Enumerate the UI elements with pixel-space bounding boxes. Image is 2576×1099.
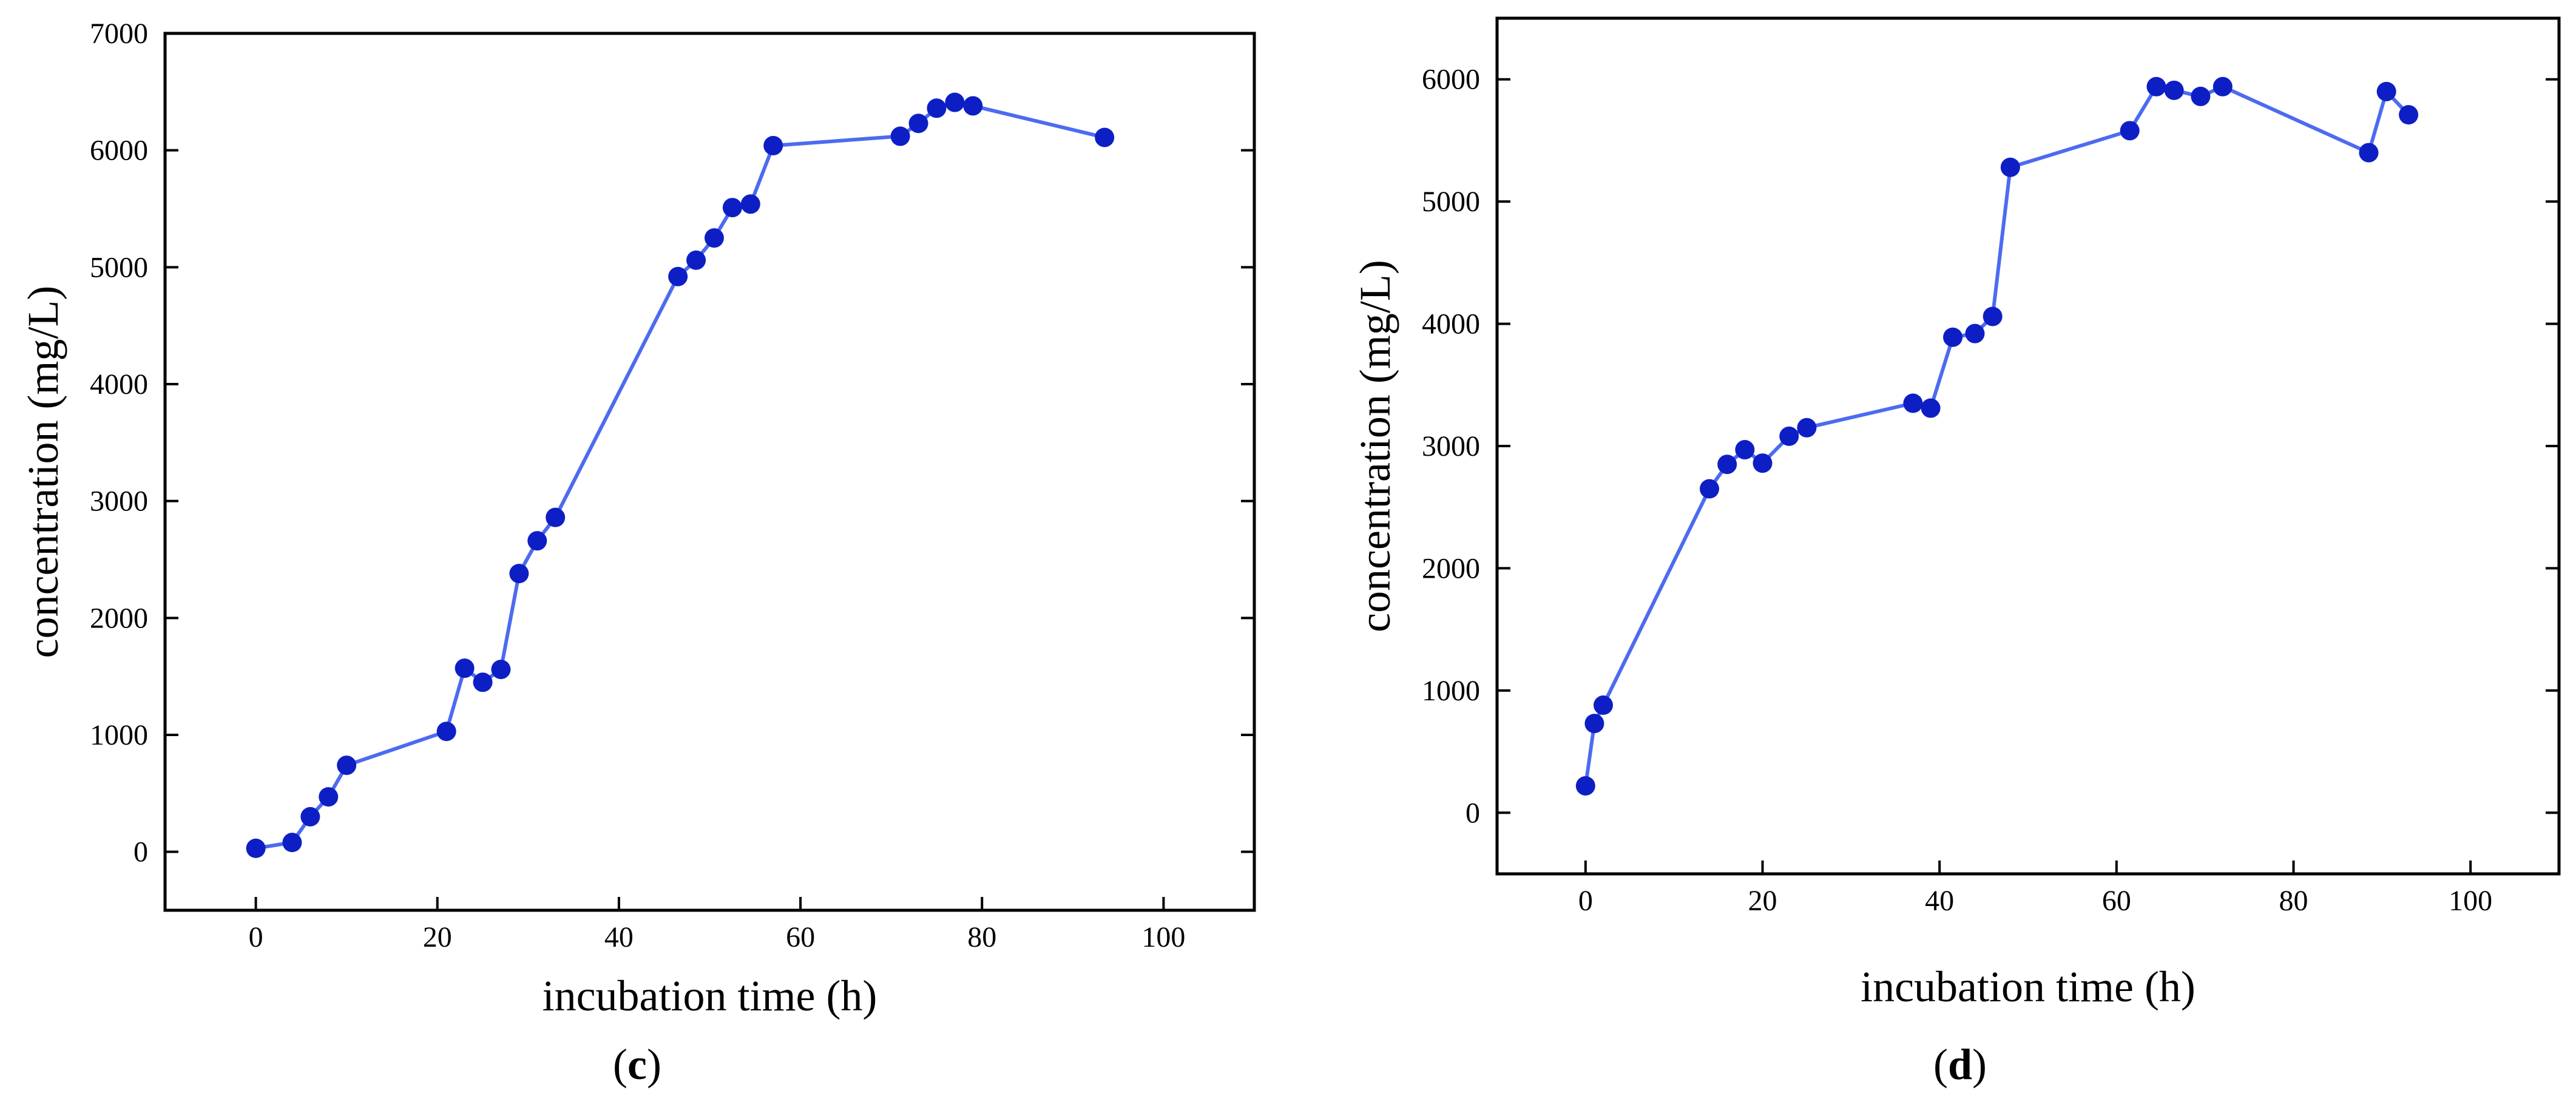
data-point bbox=[1965, 323, 1985, 343]
data-point bbox=[455, 658, 475, 678]
data-point bbox=[1983, 306, 2003, 326]
data-point bbox=[1779, 426, 1799, 446]
data-point bbox=[246, 838, 266, 858]
data-point bbox=[1095, 127, 1115, 147]
y-tick-label: 3000 bbox=[90, 485, 148, 518]
data-point bbox=[2000, 157, 2020, 177]
data-point bbox=[1700, 479, 1719, 499]
data-point bbox=[2376, 81, 2396, 101]
y-tick-label: 6000 bbox=[90, 135, 148, 167]
y-axis-label: concentration (mg/L) bbox=[1351, 260, 1399, 632]
x-tick-label: 0 bbox=[1578, 885, 1593, 917]
y-tick-label: 0 bbox=[1465, 797, 1480, 829]
data-point bbox=[722, 198, 742, 218]
data-point bbox=[1903, 393, 1923, 413]
x-axis-label: incubation time (h) bbox=[1861, 962, 2196, 1011]
data-point bbox=[491, 660, 511, 680]
data-point bbox=[1594, 695, 1613, 715]
y-axis-label: concentration (mg/L) bbox=[19, 286, 67, 658]
panel-d: 0 20 40 60 80 1000100020003000400050006000inc… bbox=[1351, 16, 2561, 1089]
y-tick-label: 4000 bbox=[90, 368, 148, 401]
data-point bbox=[1943, 327, 1963, 347]
x-tick-label: 100 bbox=[2449, 885, 2492, 917]
y-tick-label: 1000 bbox=[1422, 675, 1480, 707]
x-tick-label: 0 bbox=[249, 921, 263, 953]
data-point bbox=[1735, 440, 1755, 460]
data-point bbox=[2120, 121, 2140, 141]
y-tick-label: 0 bbox=[134, 836, 148, 868]
x-tick-label: 60 bbox=[2102, 885, 2131, 917]
data-point bbox=[686, 250, 706, 270]
y-tick-label: 3000 bbox=[1422, 430, 1480, 462]
x-tick-label: 20 bbox=[423, 921, 452, 953]
data-point bbox=[436, 722, 456, 742]
panel-label-open-paren: ( bbox=[613, 1040, 627, 1089]
x-tick-label: 20 bbox=[1748, 885, 1777, 917]
data-point bbox=[945, 92, 965, 112]
data-point bbox=[509, 564, 529, 584]
data-point bbox=[2359, 143, 2379, 163]
data-point bbox=[282, 833, 302, 853]
data-point bbox=[1753, 453, 1773, 473]
x-tick-label: 40 bbox=[604, 921, 634, 953]
data-point bbox=[704, 228, 724, 248]
series-line bbox=[1583, 84, 2410, 786]
panel-label-open-paren: ( bbox=[1933, 1040, 1948, 1089]
y-tick-label: 1000 bbox=[90, 719, 148, 751]
data-point bbox=[2164, 80, 2184, 100]
y-tick-label: 2000 bbox=[90, 602, 148, 634]
data-point bbox=[337, 756, 357, 776]
data-point bbox=[527, 531, 547, 551]
data-point bbox=[2146, 76, 2166, 96]
data-point bbox=[1717, 455, 1737, 475]
data-point bbox=[2213, 76, 2233, 96]
data-point bbox=[890, 126, 910, 146]
data-point bbox=[2399, 105, 2419, 125]
panel-label-close-paren: ) bbox=[647, 1040, 661, 1089]
x-tick-label: 100 bbox=[1141, 921, 1185, 953]
y-tick-label: 6000 bbox=[1422, 64, 1480, 96]
y-tick-label: 5000 bbox=[1422, 186, 1480, 218]
data-point bbox=[1584, 714, 1604, 734]
data-point bbox=[927, 98, 947, 118]
x-axis-label: incubation time (h) bbox=[543, 972, 877, 1020]
panel-label-letter: d bbox=[1948, 1040, 1972, 1089]
data-point bbox=[546, 507, 566, 527]
data-point bbox=[1797, 418, 1817, 438]
data-point bbox=[963, 96, 983, 116]
x-tick-label: 60 bbox=[786, 921, 815, 953]
data-point bbox=[908, 113, 928, 134]
data-point bbox=[668, 266, 688, 286]
data-point bbox=[763, 135, 783, 155]
y-tick-label: 5000 bbox=[90, 251, 148, 283]
panel-label: (c) bbox=[613, 1040, 661, 1089]
panel-label-letter: c bbox=[627, 1040, 647, 1089]
data-point bbox=[319, 787, 339, 807]
y-tick-label: 7000 bbox=[90, 18, 148, 50]
y-tick-label: 4000 bbox=[1422, 308, 1480, 340]
plot-frame bbox=[1495, 16, 2561, 876]
data-point bbox=[740, 194, 760, 214]
y-tick-label: 2000 bbox=[1422, 552, 1480, 584]
x-tick-label: 80 bbox=[2279, 885, 2308, 917]
data-point bbox=[1921, 398, 1941, 418]
series-line bbox=[255, 100, 1105, 850]
data-point bbox=[300, 806, 320, 827]
panel-label-close-paren: ) bbox=[1972, 1040, 1987, 1089]
data-point bbox=[473, 672, 493, 692]
x-tick-label: 40 bbox=[1925, 885, 1954, 917]
panel-label: (d) bbox=[1933, 1040, 1987, 1089]
data-point bbox=[2191, 86, 2211, 106]
plot-frame bbox=[163, 32, 1256, 912]
x-tick-label: 80 bbox=[967, 921, 996, 953]
data-point bbox=[1575, 776, 1595, 796]
panel-c: 0 20 40 60 80 1000100020003000400050006000700… bbox=[19, 18, 1256, 1089]
